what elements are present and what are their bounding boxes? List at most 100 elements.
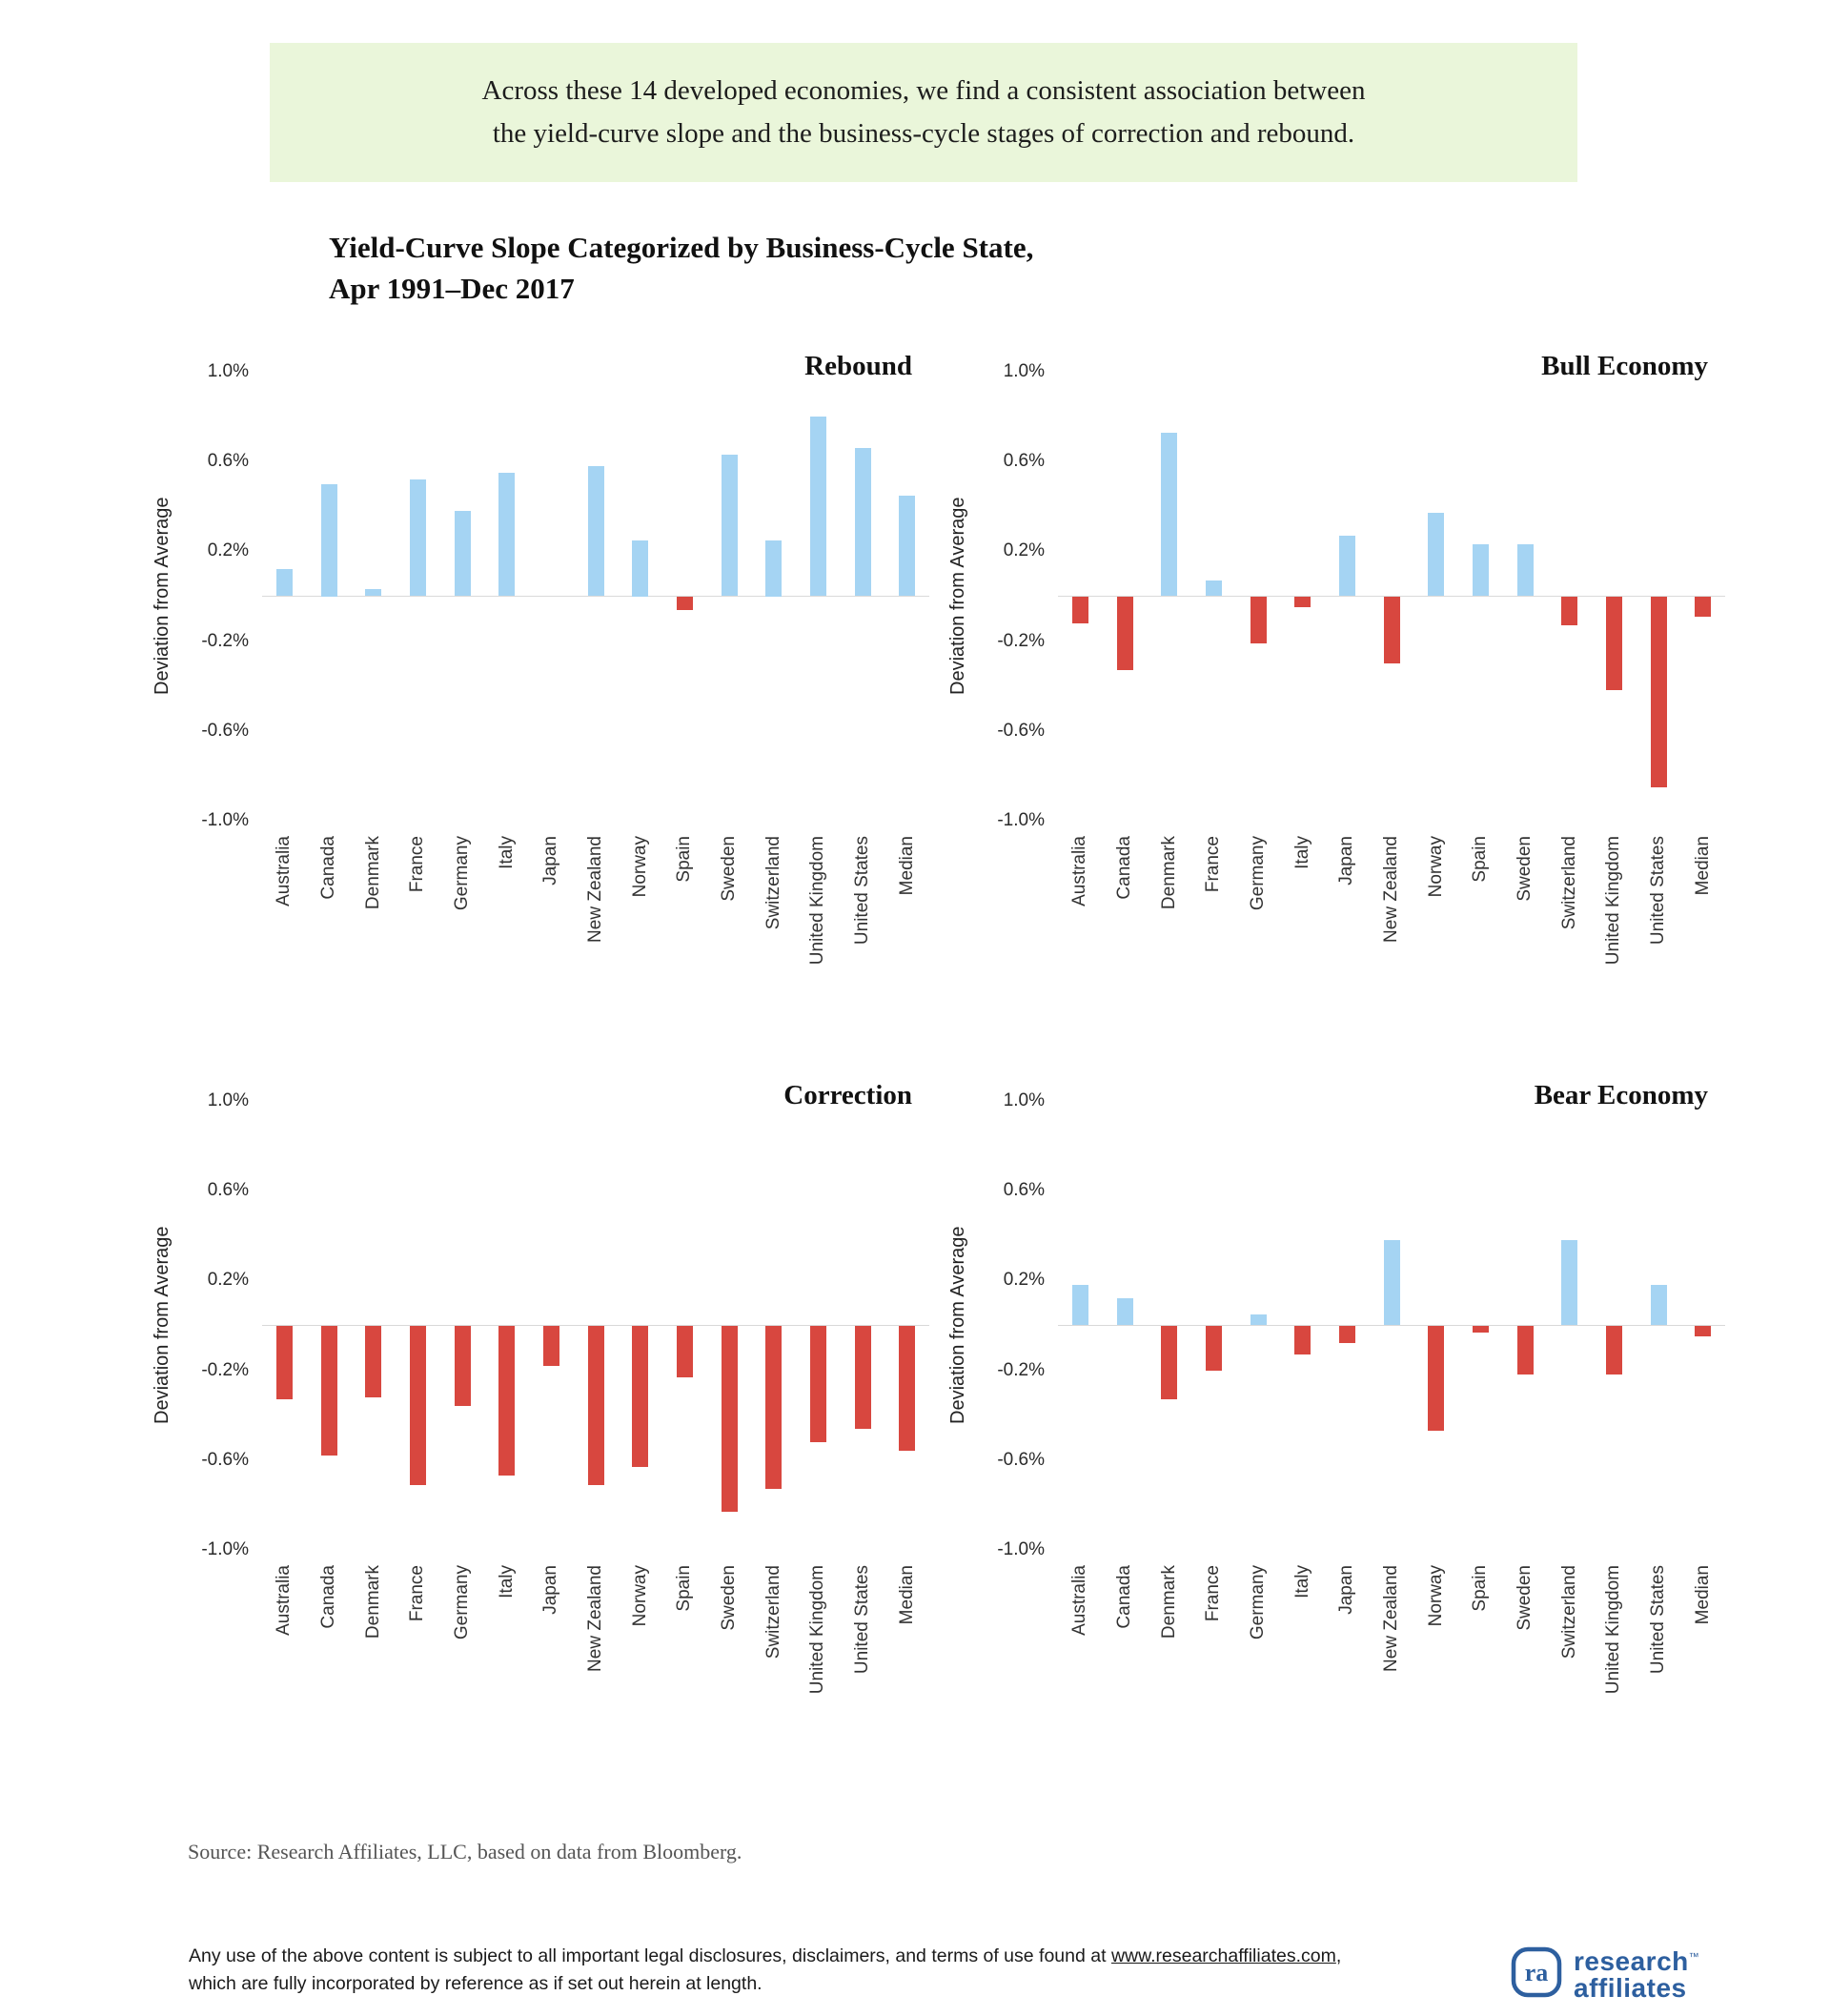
x-tick-label: Norway <box>629 836 650 898</box>
y-tick-label: -0.6% <box>201 720 249 741</box>
x-tick-label: Canada <box>1114 1565 1134 1629</box>
x-tick-label: Japan <box>540 1565 561 1615</box>
y-tick-label: -0.2% <box>997 630 1045 651</box>
bar-italy <box>1294 596 1312 608</box>
bar-italy <box>498 472 516 597</box>
x-tick-label: United States <box>1648 1565 1668 1675</box>
x-tick-label: Denmark <box>362 1565 383 1639</box>
x-tick-label: Norway <box>1425 836 1446 898</box>
bar-germany <box>454 511 471 597</box>
x-tick-label: Spain <box>1470 836 1491 883</box>
research-affiliates-logo: ra research™ affiliates <box>1511 1946 1699 2003</box>
bar-japan <box>1338 535 1355 597</box>
x-tick-label: Spain <box>1470 1565 1491 1612</box>
bar-japan <box>1338 1325 1355 1344</box>
bar-spain <box>676 596 693 610</box>
bar-france <box>409 1325 426 1485</box>
bar-france <box>1205 580 1222 597</box>
x-tick-label: Median <box>896 1565 917 1625</box>
panel-title-bull-economy: Bull Economy <box>1541 351 1708 381</box>
y-axis-ticks: 1.0% 0.6% 0.2% -0.2% -0.6% -1.0% <box>944 1090 1045 1559</box>
bar-denmark <box>365 1325 382 1397</box>
bar-switzerland <box>765 1325 783 1490</box>
x-tick-label: Median <box>896 836 917 896</box>
y-tick-label: 1.0% <box>1003 361 1045 381</box>
legal-link[interactable]: www.researchaffiliates.com <box>1110 1945 1336 1966</box>
y-axis-ticks: 1.0% 0.6% 0.2% -0.2% -0.6% -1.0% <box>148 361 249 830</box>
chart-bear-economy: Deviation from Average 1.0% 0.6% 0.2% -0.2%… <box>944 1080 1763 1806</box>
bar-switzerland <box>765 540 783 597</box>
x-tick-label: Canada <box>318 836 338 900</box>
plot-area-correction: Correction <box>262 1080 929 1550</box>
x-tick-label: Median <box>1692 836 1713 896</box>
bar-new-zealand <box>1383 1240 1400 1326</box>
svg-text:ra: ra <box>1525 1959 1549 1986</box>
logo-word-research: research <box>1574 1945 1689 1976</box>
chart-rebound: Deviation from Average 1.0% 0.6% 0.2% -0.2%… <box>148 351 967 1077</box>
legal-disclaimer: Any use of the above content is subject … <box>189 1943 1390 1999</box>
y-tick-label: 0.6% <box>207 451 249 472</box>
legal-text-pre: Any use of the above content is subject … <box>189 1945 1111 1966</box>
x-tick-label: United Kingdom <box>1603 1565 1624 1695</box>
x-tick-label: Italy <box>1291 836 1312 869</box>
y-tick-label: -0.6% <box>997 1449 1045 1470</box>
x-axis-labels: Australia Canada Denmark France Germany Italy… <box>1058 836 1725 1069</box>
y-tick-label: -0.2% <box>201 1359 249 1380</box>
bar-switzerland <box>1561 596 1578 626</box>
x-axis-labels: Australia Canada Denmark France Germany Italy… <box>262 1565 929 1799</box>
bar-canada <box>320 1325 337 1456</box>
bar-median <box>1695 596 1712 617</box>
bar-united-kingdom <box>1605 596 1622 691</box>
bar-united-kingdom <box>809 417 826 597</box>
bar-median <box>899 1325 916 1452</box>
plot-area-rebound: Rebound <box>262 351 929 821</box>
bar-italy <box>498 1325 516 1476</box>
bar-new-zealand <box>587 465 604 597</box>
legal-text-post: , which are fully incorporated by refere… <box>189 1945 1342 1995</box>
y-tick-label: -1.0% <box>201 1539 249 1559</box>
zero-axis-line <box>262 596 929 597</box>
y-tick-label: -0.6% <box>997 720 1045 741</box>
bar-united-states <box>1650 1285 1667 1326</box>
y-tick-label: -1.0% <box>997 810 1045 830</box>
x-tick-label: Sweden <box>719 1565 739 1631</box>
x-tick-label: Denmark <box>1158 836 1179 910</box>
x-tick-label: Australia <box>274 836 295 906</box>
bar-australia <box>1071 1285 1088 1326</box>
bar-australia <box>275 1325 293 1400</box>
x-tick-label: Switzerland <box>762 1565 783 1660</box>
x-tick-label: Median <box>1692 1565 1713 1625</box>
source-note: Source: Research Affiliates, LLC, based … <box>188 1840 742 1863</box>
x-tick-label: Spain <box>674 836 695 883</box>
bar-canada <box>1116 596 1133 671</box>
bar-australia <box>275 569 293 597</box>
x-tick-label: New Zealand <box>1381 1565 1401 1672</box>
y-axis-ticks: 1.0% 0.6% 0.2% -0.2% -0.6% -1.0% <box>148 1090 249 1559</box>
x-tick-label: Sweden <box>1515 836 1535 902</box>
x-tick-label: New Zealand <box>1381 836 1401 943</box>
bar-norway <box>632 540 649 597</box>
x-tick-label: France <box>407 1565 428 1622</box>
bar-united-states <box>1650 596 1667 787</box>
panel-title-rebound: Rebound <box>804 351 912 381</box>
logo-word-affiliates: affiliates <box>1574 1972 1687 2003</box>
x-tick-label: New Zealand <box>585 1565 605 1672</box>
bar-new-zealand <box>587 1325 604 1485</box>
x-tick-label: Germany <box>1248 1565 1268 1640</box>
bar-median <box>1695 1325 1712 1337</box>
bar-sweden <box>1516 1325 1534 1375</box>
x-tick-label: France <box>407 836 428 893</box>
page-title: Yield-Curve Slope Categorized by Busines… <box>329 231 1034 306</box>
bar-united-states <box>854 1325 871 1429</box>
bar-median <box>899 495 916 597</box>
bar-germany <box>1250 1313 1267 1326</box>
y-axis-ticks: 1.0% 0.6% 0.2% -0.2% -0.6% -1.0% <box>944 361 1045 830</box>
y-tick-label: 1.0% <box>207 1090 249 1110</box>
x-tick-label: Denmark <box>1158 1565 1179 1639</box>
bar-italy <box>1294 1325 1312 1355</box>
x-tick-label: Canada <box>1114 836 1134 900</box>
bar-denmark <box>1161 432 1178 597</box>
x-tick-label: Australia <box>1069 836 1090 906</box>
bar-sweden <box>1516 544 1534 597</box>
